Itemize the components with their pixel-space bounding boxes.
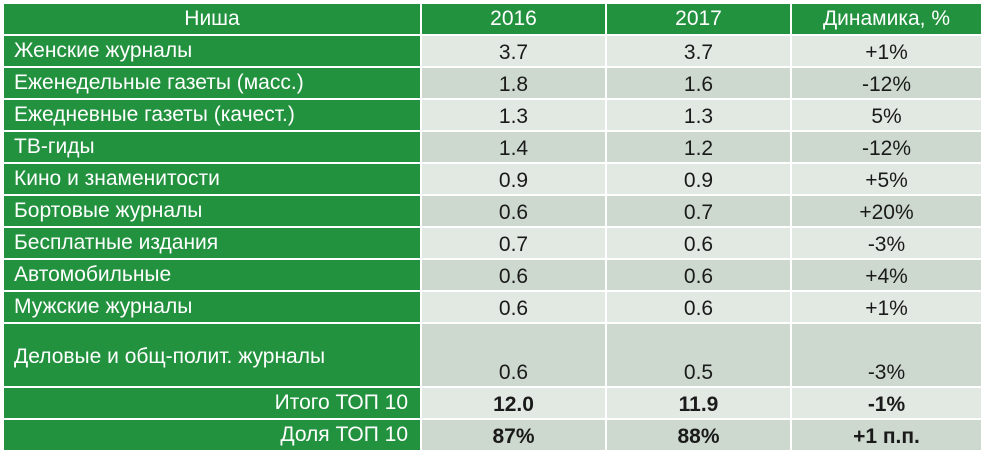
row-value-2017: 0.7 — [605, 194, 792, 228]
table-row: Бортовые журналы 0.6 0.7 +20% — [2, 194, 983, 228]
row-dynamics: 5% — [790, 98, 983, 132]
table-row: Кино и знаменитости 0.9 0.9 +5% — [2, 162, 983, 196]
row-name: Женские журналы — [2, 34, 422, 68]
total-dynamics: -1% — [790, 386, 983, 420]
row-value-2016: 0.9 — [420, 162, 607, 196]
share-value-2017: 88% — [605, 418, 792, 452]
share-dynamics: +1 п.п. — [790, 418, 983, 452]
header-niche: Ниша — [2, 2, 422, 36]
table-row: Автомобильные 0.6 0.6 +4% — [2, 258, 983, 292]
table-row: Женские журналы 3.7 3.7 +1% — [2, 34, 983, 68]
row-dynamics: -3% — [790, 322, 983, 388]
table-row: Деловые и общ-полит. журналы 0.6 0.5 -3% — [2, 322, 983, 388]
row-value-2016: 0.6 — [420, 194, 607, 228]
row-value-2017: 0.9 — [605, 162, 792, 196]
row-dynamics: +5% — [790, 162, 983, 196]
table-row: ТВ-гиды 1.4 1.2 -12% — [2, 130, 983, 164]
row-value-2017: 0.6 — [605, 226, 792, 260]
row-name: ТВ-гиды — [2, 130, 422, 164]
row-value-2016: 0.6 — [420, 258, 607, 292]
press-niche-table: Ниша 2016 2017 Динамика, % Женские журна… — [2, 2, 983, 452]
row-name: Деловые и общ-полит. журналы — [2, 322, 422, 388]
row-name: Ежедневные газеты (качест.) — [2, 98, 422, 132]
row-dynamics: -12% — [790, 66, 983, 100]
share-value-2016: 87% — [420, 418, 607, 452]
row-value-2016: 0.6 — [420, 290, 607, 324]
row-dynamics: +20% — [790, 194, 983, 228]
total-row: Итого ТОП 10 12.0 11.9 -1% — [2, 386, 983, 420]
row-value-2017: 3.7 — [605, 34, 792, 68]
row-value-2017: 0.6 — [605, 258, 792, 292]
row-value-2016: 3.7 — [420, 34, 607, 68]
row-value-2016: 0.7 — [420, 226, 607, 260]
total-value-2017: 11.9 — [605, 386, 792, 420]
row-name: Кино и знаменитости — [2, 162, 422, 196]
table-row: Мужские журналы 0.6 0.6 +1% — [2, 290, 983, 324]
row-value-2017: 1.6 — [605, 66, 792, 100]
header-row: Ниша 2016 2017 Динамика, % — [2, 2, 983, 36]
total-name: Итого ТОП 10 — [2, 386, 422, 420]
row-value-2016: 1.8 — [420, 66, 607, 100]
row-dynamics: +1% — [790, 34, 983, 68]
share-name: Доля ТОП 10 — [2, 418, 422, 452]
header-dynamics: Динамика, % — [790, 2, 983, 36]
row-value-2017: 0.5 — [605, 322, 792, 388]
header-2016: 2016 — [420, 2, 607, 36]
row-dynamics: -3% — [790, 226, 983, 260]
row-value-2016: 1.3 — [420, 98, 607, 132]
row-name: Мужские журналы — [2, 290, 422, 324]
table-row: Бесплатные издания 0.7 0.6 -3% — [2, 226, 983, 260]
row-value-2017: 1.2 — [605, 130, 792, 164]
row-name: Бортовые журналы — [2, 194, 422, 228]
row-name: Автомобильные — [2, 258, 422, 292]
share-row: Доля ТОП 10 87% 88% +1 п.п. — [2, 418, 983, 452]
row-dynamics: +1% — [790, 290, 983, 324]
total-value-2016: 12.0 — [420, 386, 607, 420]
row-name: Еженедельные газеты (масс.) — [2, 66, 422, 100]
row-value-2017: 0.6 — [605, 290, 792, 324]
row-dynamics: -12% — [790, 130, 983, 164]
row-dynamics: +4% — [790, 258, 983, 292]
row-value-2016: 0.6 — [420, 322, 607, 388]
table-row: Ежедневные газеты (качест.) 1.3 1.3 5% — [2, 98, 983, 132]
row-value-2016: 1.4 — [420, 130, 607, 164]
row-name: Бесплатные издания — [2, 226, 422, 260]
header-2017: 2017 — [605, 2, 792, 36]
table-row: Еженедельные газеты (масс.) 1.8 1.6 -12% — [2, 66, 983, 100]
row-value-2017: 1.3 — [605, 98, 792, 132]
